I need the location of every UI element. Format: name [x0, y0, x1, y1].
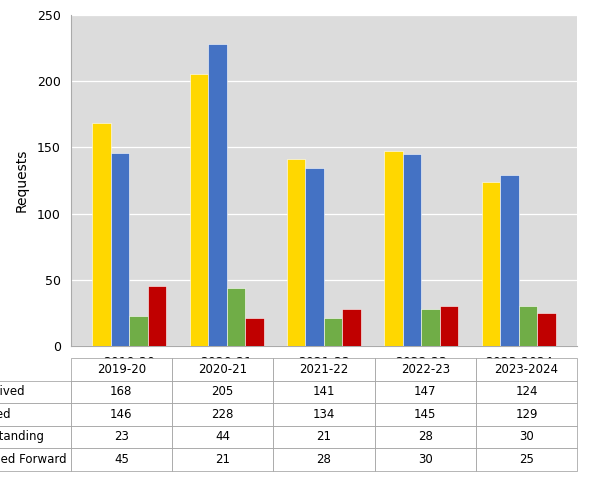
Bar	[385, 151, 403, 346]
Bar	[440, 306, 458, 346]
Bar	[129, 316, 148, 346]
Bar	[287, 159, 306, 346]
Bar	[208, 44, 227, 346]
Bar	[111, 153, 129, 346]
Y-axis label: Requests: Requests	[15, 149, 29, 212]
Bar	[537, 313, 556, 346]
Bar	[500, 175, 519, 346]
Bar	[519, 306, 537, 346]
Bar	[421, 309, 440, 346]
Bar	[482, 182, 500, 346]
Bar	[148, 286, 166, 346]
Bar	[190, 74, 208, 346]
Bar	[342, 309, 361, 346]
Bar	[227, 288, 245, 346]
Bar	[306, 168, 324, 346]
Bar	[324, 318, 342, 346]
Bar	[245, 318, 263, 346]
Bar	[92, 123, 111, 346]
Bar	[403, 154, 421, 346]
